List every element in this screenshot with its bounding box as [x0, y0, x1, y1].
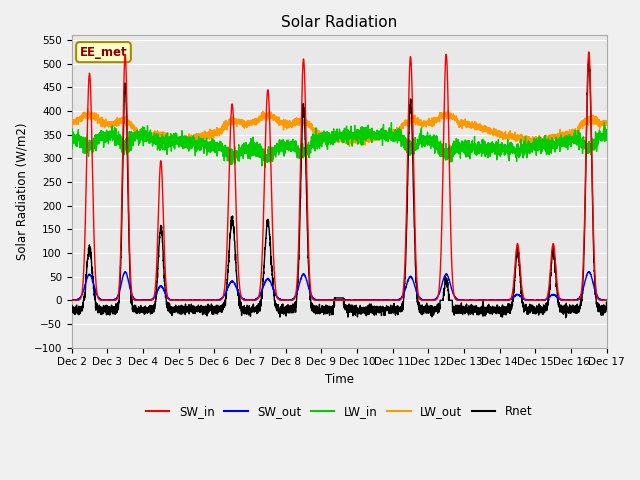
Y-axis label: Solar Radiation (W/m2): Solar Radiation (W/m2): [15, 123, 28, 260]
Title: Solar Radiation: Solar Radiation: [281, 15, 397, 30]
Text: EE_met: EE_met: [79, 46, 127, 59]
Legend: SW_in, SW_out, LW_in, LW_out, Rnet: SW_in, SW_out, LW_in, LW_out, Rnet: [141, 400, 537, 423]
X-axis label: Time: Time: [324, 373, 354, 386]
